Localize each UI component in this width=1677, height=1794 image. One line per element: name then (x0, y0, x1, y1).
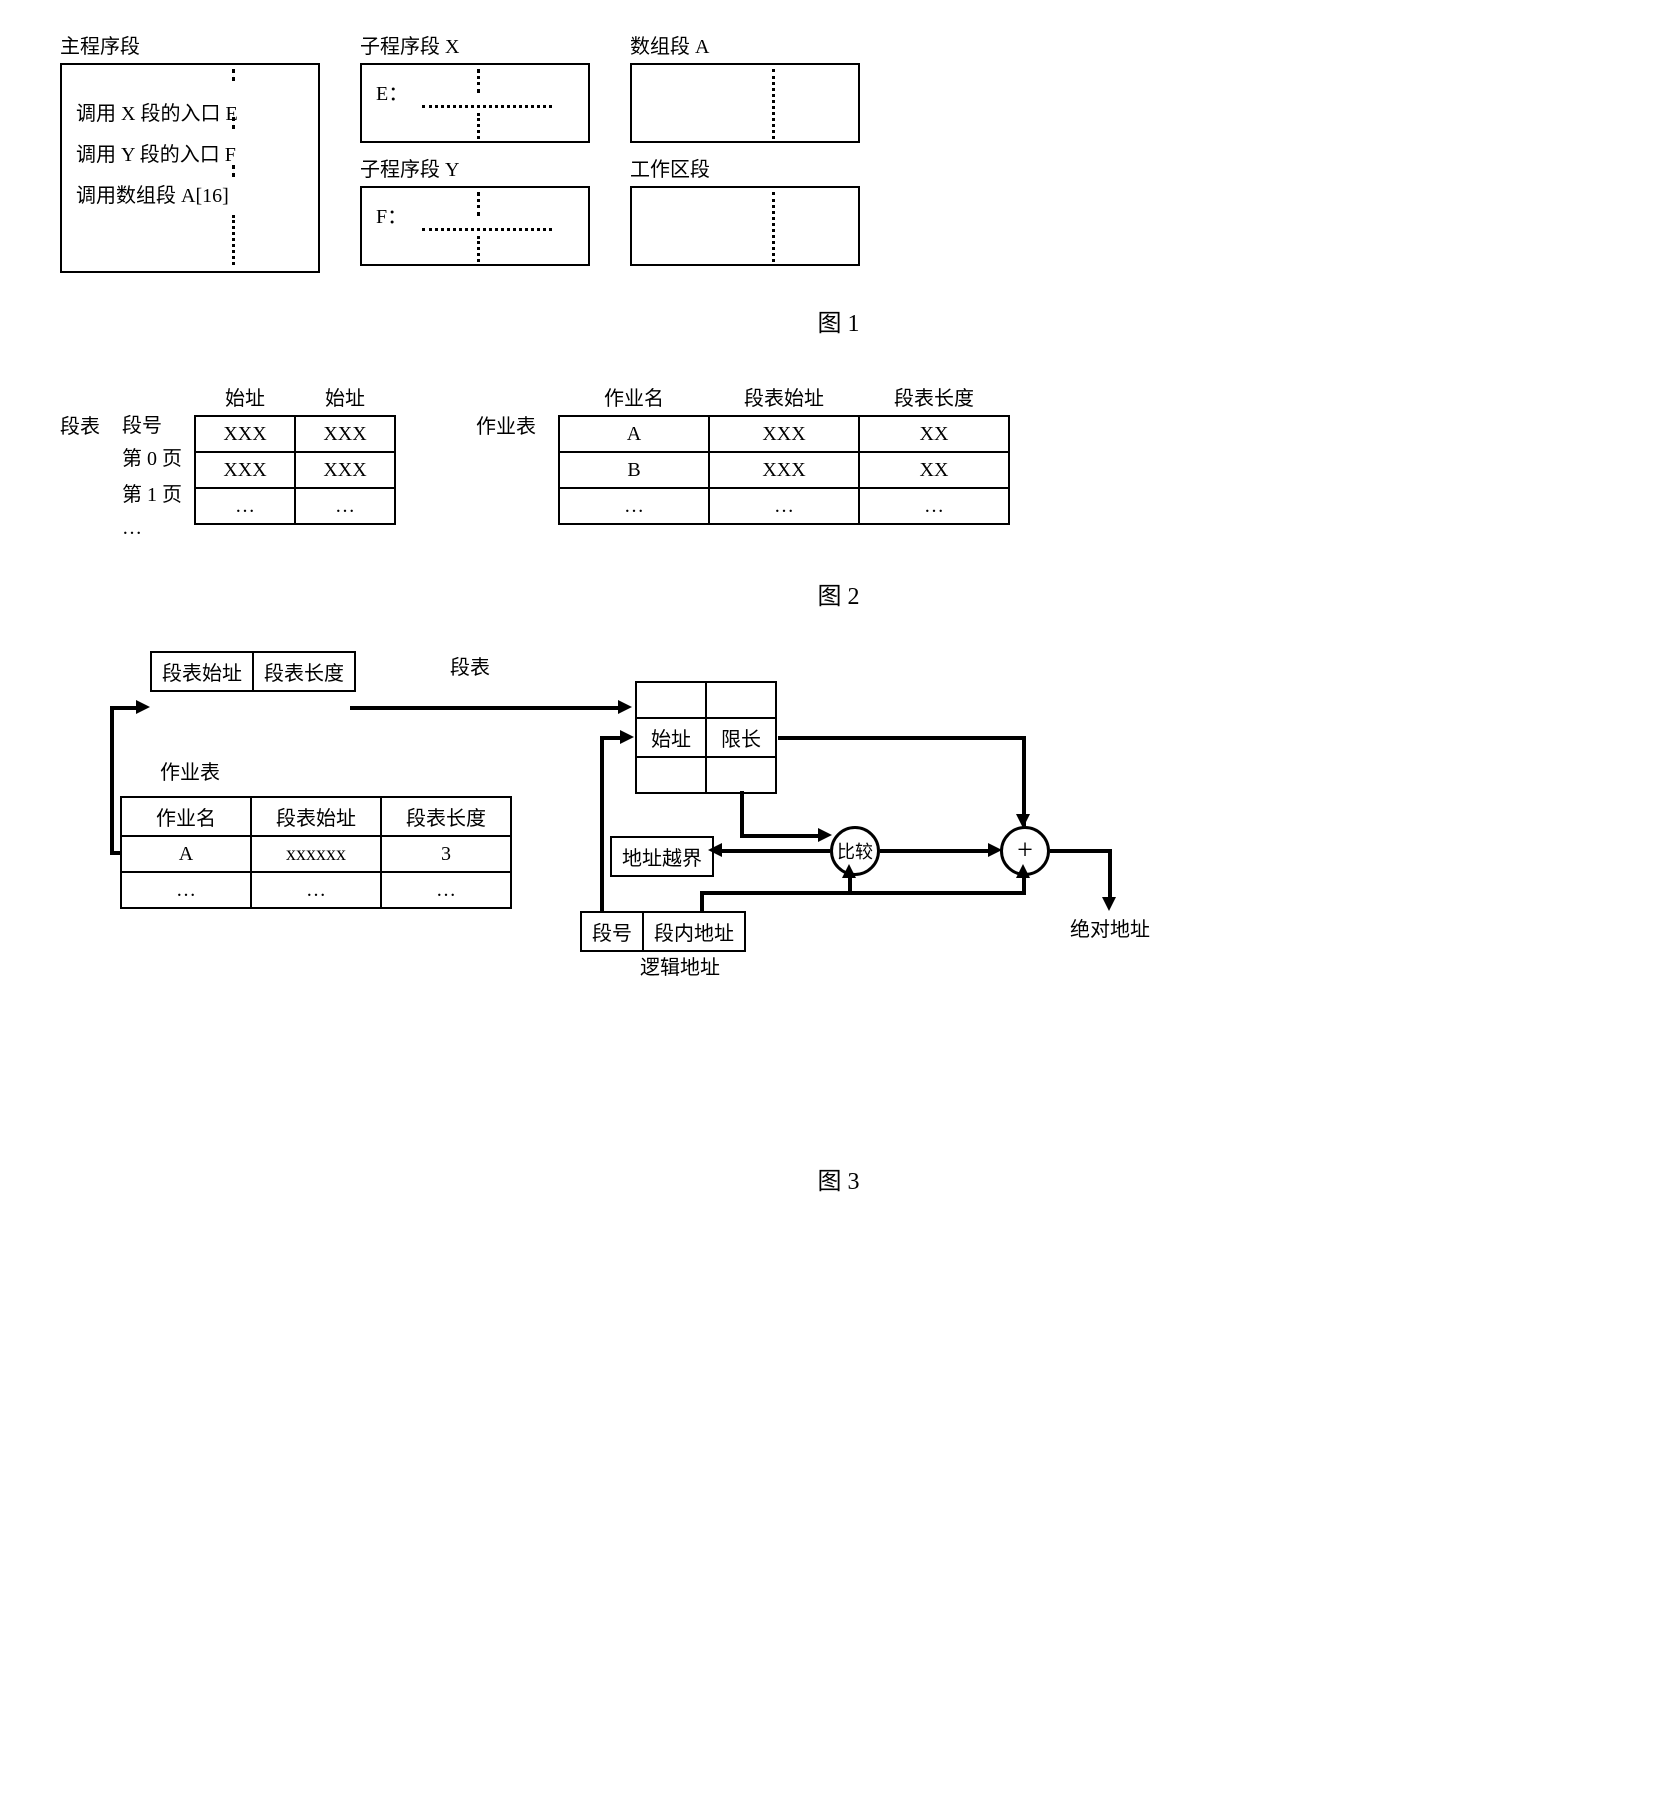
ctrl-cell-1: 段表长度 (252, 651, 356, 692)
segtable-rowlabel-2: … (122, 510, 182, 546)
jt3-r0c1: xxxxxx (251, 836, 381, 872)
figure-2: 段表 段号 第 0 页 第 1 页 … 始址始址 XXXXXX XXXXXX …… (60, 378, 1617, 611)
ctrl-register: 段表始址 段表长度 (150, 651, 356, 692)
seg-r2c0: … (195, 488, 295, 524)
logic-addr-label: 逻辑地址 (640, 951, 720, 980)
job-table-3: 作业名 段表始址 段表长度 A xxxxxx 3 … … … (120, 796, 512, 909)
figure-2-caption: 图 2 (60, 576, 1617, 611)
work-segment: 工作区段 (630, 153, 860, 266)
suby-label: F： (376, 200, 407, 229)
addr-oob-box: 地址越界 (610, 836, 714, 877)
suby-title: 子程序段 Y (360, 153, 590, 182)
job-r0c2: XX (859, 416, 1009, 452)
segtable-rowlabel-1: 第 1 页 (122, 474, 182, 510)
job-r0c0: A (559, 416, 709, 452)
job-h2: 段表长度 (859, 378, 1009, 416)
work-title: 工作区段 (630, 153, 860, 182)
segment-table: 段表 段号 第 0 页 第 1 页 … 始址始址 XXXXXX XXXXXX …… (60, 378, 396, 546)
job-h0: 作业名 (559, 378, 709, 416)
jt3-r1c0: … (121, 872, 251, 908)
job-r1c0: B (559, 452, 709, 488)
job-r0c1: XXX (709, 416, 859, 452)
jt3-r1c2: … (381, 872, 511, 908)
la-c1: 段内地址 (642, 911, 746, 952)
segtable-outer-label: 段表 (60, 410, 100, 439)
seg-r0c0: XXX (195, 416, 295, 452)
job-r1c1: XXX (709, 452, 859, 488)
sub-segment-x: 子程序段 X E： (360, 30, 590, 143)
figure-1: 主程序段 调用 X 段的入口 E 调用 Y 段的入口 F 调用数组段 A[16]… (60, 30, 1617, 338)
jt3-r1c1: … (251, 872, 381, 908)
subx-title: 子程序段 X (360, 30, 590, 59)
main-row-2: 调用数组段 A[16] (76, 179, 304, 208)
seg-h1: 始址 (295, 378, 395, 416)
figure-1-caption: 图 1 (60, 303, 1617, 338)
job-h1: 段表始址 (709, 378, 859, 416)
seg-h0: 始址 (195, 378, 295, 416)
job-r2c1: … (709, 488, 859, 524)
plus-text: + (1017, 835, 1033, 867)
st3-c1: 限长 (706, 718, 776, 757)
subx-label: E： (376, 77, 408, 106)
segtable-rowlabel-0: 第 0 页 (122, 438, 182, 474)
jt3-r0c2: 3 (381, 836, 511, 872)
st3-c0: 始址 (636, 718, 706, 757)
main-segment: 主程序段 调用 X 段的入口 E 调用 Y 段的入口 F 调用数组段 A[16] (60, 30, 320, 273)
jt3-h2: 段表长度 (381, 797, 511, 836)
logic-addr-cells: 段号 段内地址 (580, 911, 746, 952)
seg-r1c1: XXX (295, 452, 395, 488)
la-c0: 段号 (580, 911, 644, 952)
abs-addr-label: 绝对地址 (1070, 913, 1150, 942)
job-r2c0: … (559, 488, 709, 524)
seg-table-3: 始址限长 (635, 681, 777, 794)
job-table: 作业表 作业名段表始址段表长度 AXXXXX BXXXXX ……… (476, 378, 1010, 525)
jt3-h1: 段表始址 (251, 797, 381, 836)
figure-3-caption: 图 3 (60, 1161, 1617, 1196)
job-r2c2: … (859, 488, 1009, 524)
figure-3: 段表控制寄存器 段表 段表始址 段表长度 作业表 作业名 段表始址 段表长度 A… (60, 651, 1617, 1196)
jobtable-label: 作业表 (160, 756, 220, 785)
seg-r1c0: XXX (195, 452, 295, 488)
sub-segment-y: 子程序段 Y F： (360, 153, 590, 266)
ctrl-cell-0: 段表始址 (150, 651, 254, 692)
arra-title: 数组段 A (630, 30, 860, 59)
main-row-0: 调用 X 段的入口 E (76, 97, 304, 126)
segtable-label: 段表 (450, 651, 490, 680)
main-row-1: 调用 Y 段的入口 F (76, 138, 304, 167)
jobtable-outer-label: 作业表 (476, 410, 536, 439)
segnum-title: 段号 (122, 408, 182, 438)
compare-text: 比较 (837, 838, 873, 864)
job-r1c2: XX (859, 452, 1009, 488)
seg-r2c1: … (295, 488, 395, 524)
array-segment: 数组段 A (630, 30, 860, 143)
jt3-r0c0: A (121, 836, 251, 872)
jt3-h0: 作业名 (121, 797, 251, 836)
main-seg-title: 主程序段 (60, 30, 320, 59)
seg-r0c1: XXX (295, 416, 395, 452)
